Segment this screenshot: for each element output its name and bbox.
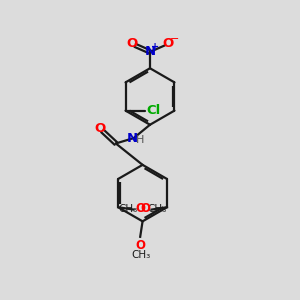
Text: O: O <box>94 122 106 134</box>
Text: N: N <box>144 45 156 58</box>
Text: O: O <box>140 202 150 215</box>
Text: O: O <box>135 202 145 215</box>
Text: Cl: Cl <box>146 104 161 117</box>
Text: O: O <box>127 37 138 50</box>
Text: H: H <box>136 136 145 146</box>
Text: CH₃: CH₃ <box>148 204 167 214</box>
Text: N: N <box>127 132 138 145</box>
Text: −: − <box>170 34 179 44</box>
Text: O: O <box>136 239 146 252</box>
Text: CH₃: CH₃ <box>118 204 137 214</box>
Text: O: O <box>162 37 173 50</box>
Text: CH₃: CH₃ <box>131 250 150 260</box>
Text: +: + <box>151 42 159 52</box>
